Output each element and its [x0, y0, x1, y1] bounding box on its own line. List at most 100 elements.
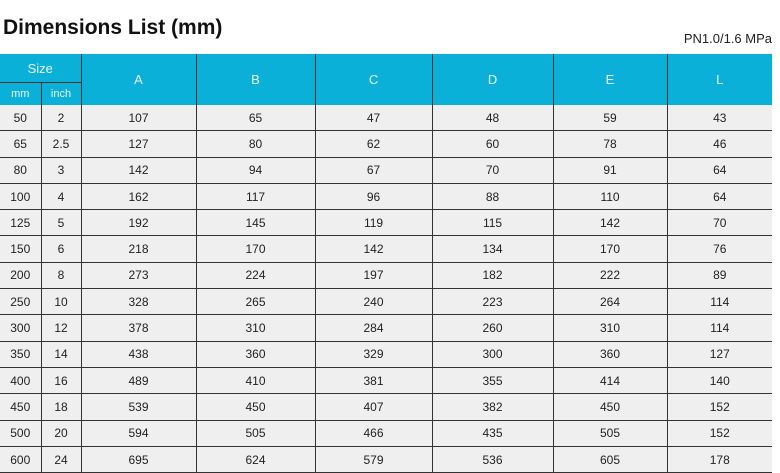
table-row: 400 16 489 410 381 355 414 140 — [0, 367, 773, 395]
table-cell: 594 — [80, 420, 197, 447]
table-cell: 110 — [552, 183, 668, 211]
table-cell: 24 — [40, 446, 82, 473]
header-d: D — [431, 54, 554, 105]
table-cell: 125 — [0, 209, 41, 237]
table-cell: 505 — [195, 420, 316, 447]
table-cell: 536 — [431, 446, 554, 473]
table-row: 50 2 107 65 47 48 59 43 — [0, 105, 773, 132]
table-cell: 162 — [80, 183, 197, 211]
table-cell: 119 — [314, 209, 433, 237]
table-cell: 12 — [40, 314, 82, 342]
table-cell: 76 — [666, 235, 773, 263]
table-cell: 65 — [195, 105, 316, 132]
table-cell: 378 — [80, 314, 197, 342]
table-cell: 70 — [666, 209, 773, 237]
table-cell: 127 — [80, 130, 197, 158]
table-cell: 605 — [552, 446, 668, 473]
table-cell: 5 — [40, 209, 82, 237]
table-cell: 127 — [666, 341, 773, 368]
table-cell: 64 — [666, 157, 773, 184]
table-cell: 579 — [314, 446, 433, 473]
table-cell: 18 — [40, 393, 82, 421]
table-cell: 152 — [666, 420, 773, 447]
table-cell: 539 — [80, 393, 197, 421]
table-row: 300 12 378 310 284 260 310 114 — [0, 314, 773, 342]
table-cell: 197 — [314, 262, 433, 290]
table-cell: 381 — [314, 367, 433, 395]
table-cell: 500 — [0, 420, 41, 447]
page-title: Dimensions List (mm) — [3, 16, 223, 39]
table-cell: 145 — [195, 209, 316, 237]
table-cell: 624 — [195, 446, 316, 473]
table-cell: 260 — [431, 314, 554, 342]
table-cell: 152 — [666, 393, 773, 421]
table-cell: 96 — [314, 183, 433, 211]
table-cell: 170 — [195, 235, 316, 263]
table-cell: 360 — [552, 341, 668, 368]
table-cell: 360 — [195, 341, 316, 368]
table-row: 250 10 328 265 240 223 264 114 — [0, 288, 773, 316]
table-cell: 200 — [0, 262, 41, 290]
table-cell: 117 — [195, 183, 316, 211]
table-cell: 47 — [314, 105, 433, 132]
table-cell: 20 — [40, 420, 82, 447]
table-cell: 142 — [552, 209, 668, 237]
table-cell: 59 — [552, 105, 668, 132]
table-cell: 114 — [666, 314, 773, 342]
table-cell: 450 — [195, 393, 316, 421]
header-l: L — [666, 54, 773, 105]
table-cell: 328 — [80, 288, 197, 316]
header-inch: inch — [40, 82, 82, 105]
table-cell: 48 — [431, 105, 554, 132]
table-cell: 182 — [431, 262, 554, 290]
table-cell: 43 — [666, 105, 773, 132]
table-cell: 400 — [0, 367, 41, 395]
table-cell: 8 — [40, 262, 82, 290]
table-cell: 218 — [80, 235, 197, 263]
table-cell: 80 — [195, 130, 316, 158]
table-cell: 435 — [431, 420, 554, 447]
table-cell: 94 — [195, 157, 316, 184]
table-cell: 300 — [431, 341, 554, 368]
table-cell: 142 — [80, 157, 197, 184]
table-cell: 284 — [314, 314, 433, 342]
table-cell: 192 — [80, 209, 197, 237]
table-cell: 150 — [0, 235, 41, 263]
table-cell: 80 — [0, 157, 41, 184]
table-cell: 88 — [431, 183, 554, 211]
table-cell: 350 — [0, 341, 41, 368]
table-cell: 178 — [666, 446, 773, 473]
table-cell: 300 — [0, 314, 41, 342]
table-cell: 264 — [552, 288, 668, 316]
dimensions-table: Size A B C D E L mm inch 50 2 107 65 47 48 59 4… — [0, 54, 773, 473]
table-cell: 355 — [431, 367, 554, 395]
table-cell: 70 — [431, 157, 554, 184]
header-c: C — [314, 54, 433, 105]
table-cell: 134 — [431, 235, 554, 263]
pressure-rating: PN1.0/1.6 MPa — [683, 31, 772, 46]
table-cell: 329 — [314, 341, 433, 368]
table-row: 350 14 438 360 329 300 360 127 — [0, 341, 773, 368]
header-a: A — [80, 54, 197, 105]
table-cell: 382 — [431, 393, 554, 421]
table-row: 125 5 192 145 119 115 142 70 — [0, 209, 773, 237]
table-cell: 505 — [552, 420, 668, 447]
table-cell: 695 — [80, 446, 197, 473]
table-cell: 438 — [80, 341, 197, 368]
table-cell: 4 — [40, 183, 82, 211]
table-cell: 10 — [40, 288, 82, 316]
table-cell: 50 — [0, 105, 41, 132]
table-cell: 273 — [80, 262, 197, 290]
table-row: 450 18 539 450 407 382 450 152 — [0, 393, 773, 421]
table-cell: 450 — [0, 393, 41, 421]
table-cell: 170 — [552, 235, 668, 263]
table-cell: 62 — [314, 130, 433, 158]
table-cell: 64 — [666, 183, 773, 211]
table-cell: 46 — [666, 130, 773, 158]
table-cell: 3 — [40, 157, 82, 184]
table-cell: 6 — [40, 235, 82, 263]
table-cell: 89 — [666, 262, 773, 290]
table-cell: 450 — [552, 393, 668, 421]
table-cell: 114 — [666, 288, 773, 316]
header-b: B — [195, 54, 316, 105]
